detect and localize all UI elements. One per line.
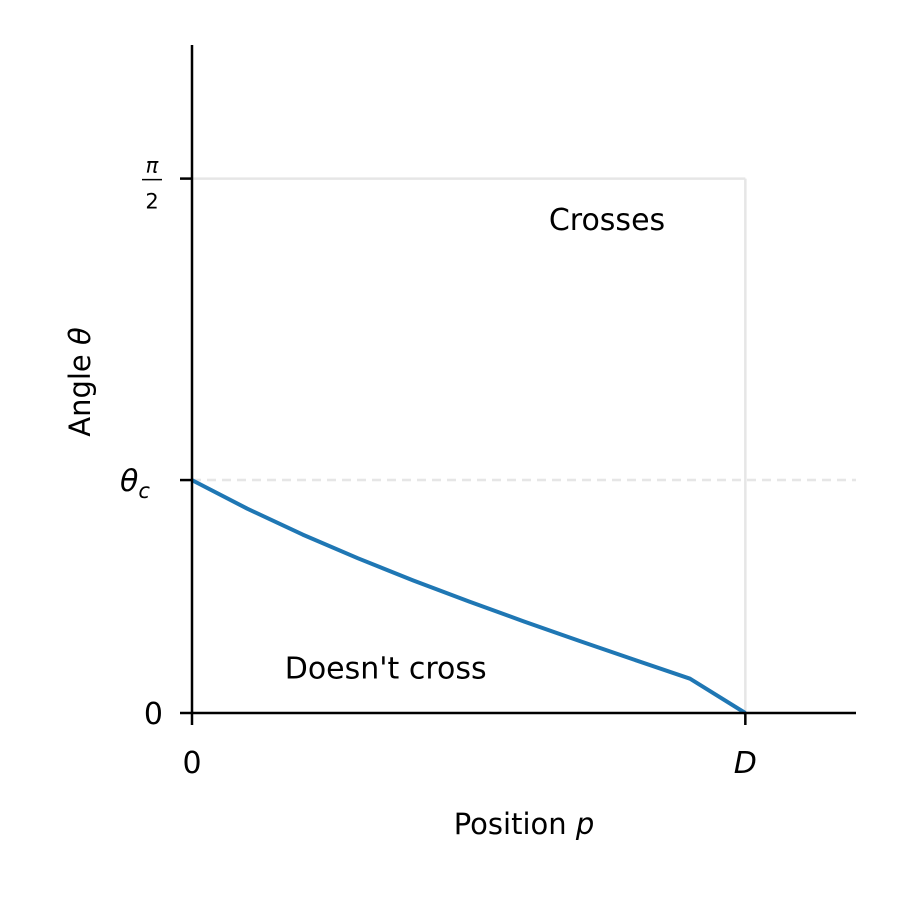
y-tick-label-0: 0: [144, 697, 163, 732]
ticks: 0 D 0 θc π 2: [120, 154, 757, 781]
series-line-0: [191, 478, 747, 715]
y-tick-label-1: θc: [120, 464, 150, 503]
reference-lines: [192, 177, 856, 713]
y-axis-label-symbol: θ: [63, 327, 97, 345]
y-tick-label-main: θ: [120, 464, 138, 499]
axis-labels: Position p Angle θ: [63, 327, 594, 841]
y-tick-label-denominator: 2: [145, 190, 158, 214]
series-layer: [191, 478, 747, 715]
axes: [190, 45, 856, 715]
y-axis-label-text: Angle: [63, 345, 97, 437]
y-tick-label-sub: c: [138, 479, 150, 503]
annotation-0: Crosses: [549, 203, 665, 238]
x-tick-label-1: D: [734, 746, 757, 781]
x-axis-label: Position p: [454, 807, 595, 841]
y-axis-label: Angle θ: [63, 327, 97, 437]
x-axis-label-symbol: p: [575, 807, 594, 841]
x-axis-label-text: Position: [454, 807, 576, 841]
annotation-1: Doesn't cross: [285, 652, 487, 687]
y-tick-label-numerator: π: [146, 154, 159, 178]
x-tick-label-0: 0: [182, 746, 201, 781]
annotations: Crosses Doesn't cross: [285, 203, 665, 687]
